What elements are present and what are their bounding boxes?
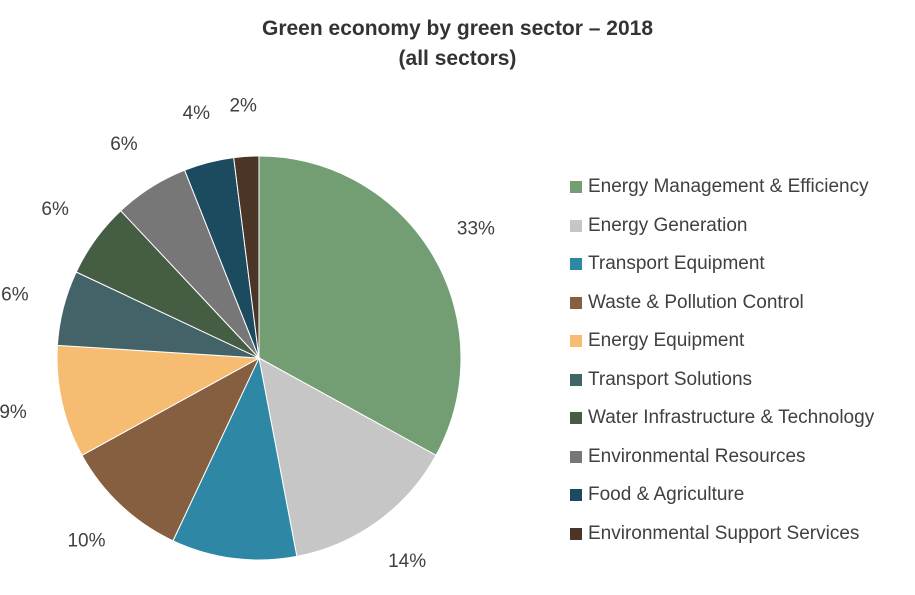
slice-label-4: 9%: [0, 402, 27, 423]
slice-label-6: 6%: [41, 199, 69, 220]
pie-slice-2: [172, 356, 298, 561]
slice-label-3: 10%: [67, 531, 105, 552]
legend-item-0: Energy Management & Efficiency: [570, 168, 874, 207]
legend-item-7: Environmental Resources: [570, 438, 874, 477]
legend-label: Water Infrastructure & Technology: [588, 407, 875, 429]
pie-slice-9: [233, 155, 260, 359]
legend-swatch: [570, 489, 582, 502]
legend-swatch: [570, 412, 582, 425]
legend-item-6: Water Infrastructure & Technology: [570, 399, 874, 438]
pie-slice-4: [56, 344, 261, 456]
slice-label-5: 6%: [1, 284, 29, 305]
pie-slice-3: [81, 356, 261, 542]
chart-title: Green economy by green sector – 2018: [261, 17, 653, 40]
legend-item-9: Environmental Support Services: [570, 515, 874, 554]
legend-item-3: Waste & Pollution Control: [570, 284, 874, 323]
legend-item-4: Energy Equipment: [570, 322, 874, 361]
pie-slice-1: [258, 357, 437, 558]
legend-swatch: [570, 258, 582, 271]
slice-label-1: 14%: [388, 551, 426, 572]
slice-label-8: 4%: [183, 103, 211, 124]
legend-swatch: [570, 450, 582, 463]
legend-label: Transport Equipment: [588, 253, 765, 275]
slice-label-9: 2%: [229, 96, 257, 117]
pie-slice-0: [258, 155, 462, 456]
chart-subtitle: (all sectors): [398, 47, 517, 70]
legend-item-2: Transport Equipment: [570, 245, 874, 284]
legend-swatch: [570, 527, 582, 540]
legend-item-1: Energy Generation: [570, 207, 874, 246]
legend-label: Energy Generation: [588, 214, 748, 236]
legend-label: Energy Equipment: [588, 330, 745, 352]
legend-label: Waste & Pollution Control: [588, 291, 804, 313]
legend-label: Transport Solutions: [588, 368, 753, 390]
chart-legend: Energy Management & Efficiency Energy Gen…: [570, 168, 874, 553]
legend-label: Environmental Resources: [588, 445, 806, 467]
legend-swatch: [570, 181, 582, 194]
pie-percent-labels: 33%14%10%10%9%6%6%6%4%2%: [0, 96, 495, 572]
legend-item-8: Food & Agriculture: [570, 476, 874, 515]
legend-swatch: [570, 335, 582, 348]
legend-label: Food & Agriculture: [588, 484, 745, 506]
pie-slices: [56, 155, 462, 561]
slice-label-7: 6%: [110, 134, 138, 155]
legend-item-5: Transport Solutions: [570, 361, 874, 400]
slice-label-0: 33%: [457, 219, 495, 240]
legend-swatch: [570, 219, 582, 232]
legend-swatch: [570, 296, 582, 309]
legend-label: Environmental Support Services: [588, 522, 860, 544]
legend-swatch: [570, 373, 582, 386]
legend-label: Energy Management & Efficiency: [588, 176, 869, 198]
chart-title-block: Green economy by green sector – 2018 (al…: [0, 14, 915, 74]
